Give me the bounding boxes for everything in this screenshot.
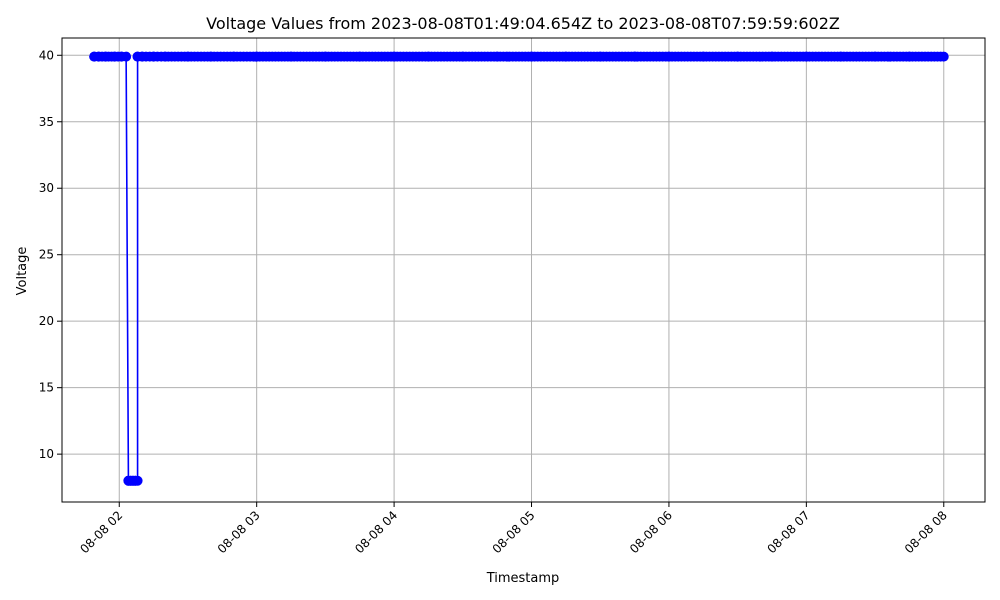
data-point	[228, 51, 239, 62]
x-tick-label: 08-08 04	[352, 508, 400, 556]
data-point	[560, 51, 571, 62]
y-tick-label: 40	[39, 48, 54, 62]
chart-title: Voltage Values from 2023-08-08T01:49:04.…	[206, 14, 840, 33]
data-point	[698, 51, 709, 62]
y-tick-label: 15	[39, 381, 54, 395]
data-point	[320, 51, 331, 62]
x-tick-label: 08-08 07	[764, 508, 812, 556]
data-point	[132, 475, 143, 486]
y-tick-label: 10	[39, 447, 54, 461]
x-tick-label: 08-08 03	[215, 508, 263, 556]
data-point	[732, 51, 743, 62]
data-point	[137, 51, 148, 62]
data-point	[526, 51, 537, 62]
data-point	[389, 51, 400, 62]
x-axis-label: Timestamp	[486, 571, 560, 586]
data-point	[100, 51, 111, 62]
data-point	[423, 51, 434, 62]
plot-frame	[61, 37, 986, 503]
data-point	[492, 51, 503, 62]
data-point	[870, 51, 881, 62]
data-point	[121, 51, 132, 62]
data-point	[595, 51, 606, 62]
data-point	[457, 51, 468, 62]
y-tick-label: 30	[39, 181, 54, 195]
series-line	[94, 55, 944, 482]
y-tick-label: 35	[39, 115, 54, 129]
y-axis-label: Voltage	[15, 247, 30, 296]
x-axis-ticks: 08-08 02 08-08 03 08-08 04 08-08 05 08-08 06…	[77, 502, 950, 556]
data-point	[938, 51, 949, 62]
data-point	[148, 51, 159, 62]
data-point	[109, 51, 120, 62]
grid-lines	[62, 38, 985, 502]
data-point	[182, 51, 193, 62]
data-point	[801, 51, 812, 62]
data-point	[251, 51, 262, 62]
data-point	[93, 51, 104, 62]
data-point	[354, 51, 365, 62]
data-point	[205, 51, 216, 62]
y-axis-ticks: 10 15 20 25 30 35 40	[39, 48, 62, 461]
data-point	[904, 51, 915, 62]
y-tick-label: 25	[39, 248, 54, 262]
data-point	[835, 51, 846, 62]
y-tick-label: 20	[39, 314, 54, 328]
data-point	[663, 51, 674, 62]
x-tick-label: 08-08 06	[627, 508, 675, 556]
data-point	[767, 51, 777, 62]
x-tick-label: 08-08 05	[490, 508, 538, 556]
data-point	[286, 51, 297, 62]
data-point	[160, 51, 171, 62]
series-layer	[89, 51, 949, 486]
data-point	[629, 51, 640, 62]
x-tick-label: 08-08 02	[77, 508, 125, 556]
x-tick-label: 08-08 08	[902, 508, 950, 556]
